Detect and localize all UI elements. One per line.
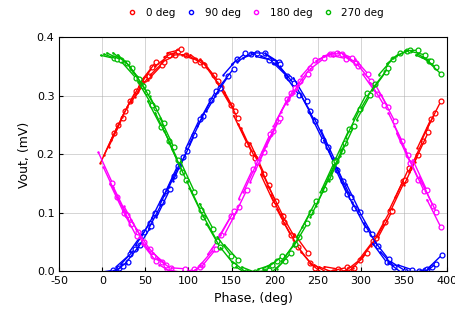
Legend: 0 deg, 90 deg, 180 deg, 270 deg: 0 deg, 90 deg, 180 deg, 270 deg	[122, 7, 383, 17]
Y-axis label: Vout, (mV): Vout, (mV)	[18, 121, 31, 188]
X-axis label: Phase, (deg): Phase, (deg)	[213, 292, 292, 305]
